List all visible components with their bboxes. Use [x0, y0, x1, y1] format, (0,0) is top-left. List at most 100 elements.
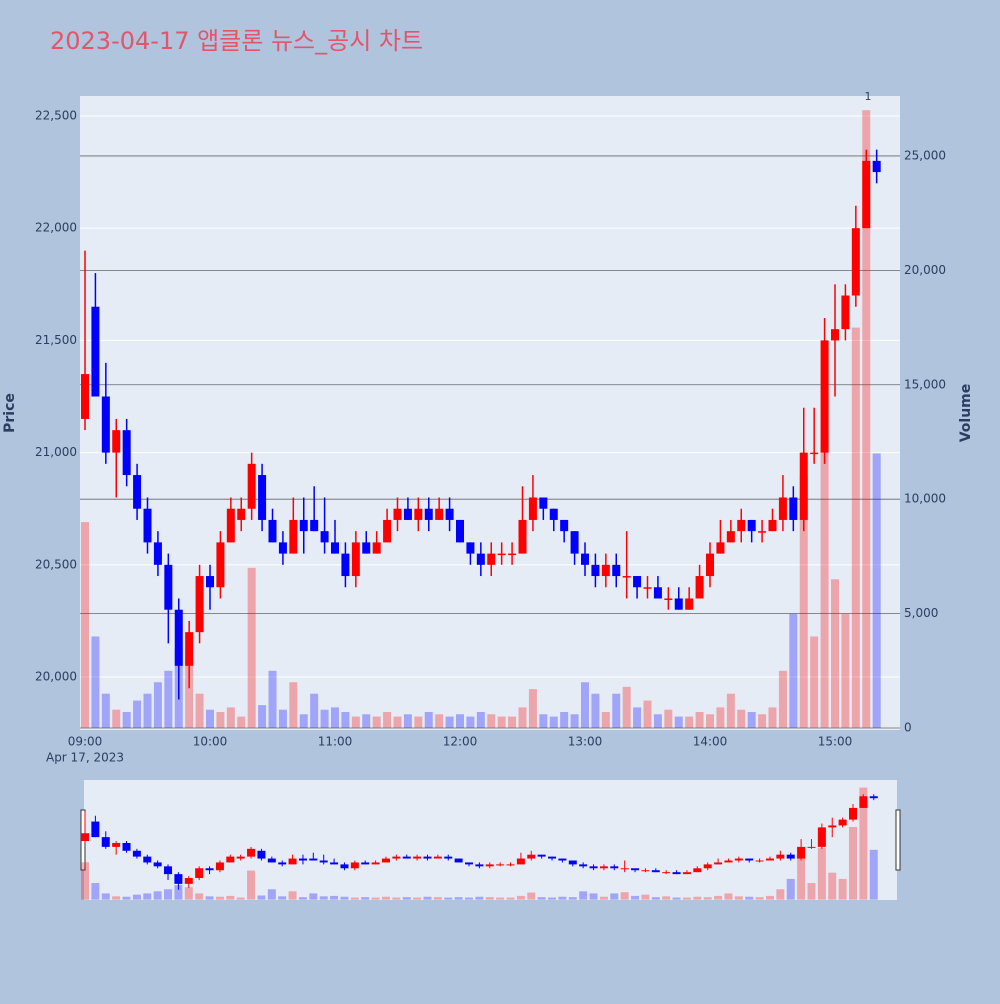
candle-body — [768, 519, 777, 532]
mini-volume-bar — [765, 895, 774, 900]
volume-bar — [726, 693, 735, 729]
volume-bar — [122, 711, 131, 729]
mini-candle-body — [496, 864, 505, 866]
mini-candle-body — [205, 868, 214, 871]
volume-bar — [237, 716, 246, 729]
volume-bar — [549, 716, 558, 729]
candle-body — [497, 553, 506, 556]
range-slider[interactable] — [84, 780, 897, 900]
x-tick-label: 15:00 — [818, 735, 853, 749]
mini-volume-bar — [558, 896, 567, 900]
candle-body — [706, 553, 714, 577]
volume-bar — [320, 709, 329, 729]
candle-body — [435, 508, 444, 520]
mini-candle-body — [298, 858, 307, 861]
mini-candle-body — [693, 868, 702, 873]
candle-body — [476, 553, 485, 565]
mini-candle-body — [672, 872, 681, 875]
candle-body — [268, 519, 277, 543]
mini-candle-body — [101, 837, 110, 847]
candle-body — [206, 576, 214, 588]
mini-candle-body — [838, 819, 847, 826]
candle-body — [570, 531, 579, 554]
mini-volume-bar — [641, 894, 650, 900]
volume-bar — [851, 327, 860, 729]
candle-body — [393, 508, 402, 520]
candle-body — [508, 553, 517, 556]
mini-candle-body — [724, 860, 733, 863]
candle-body — [831, 329, 839, 341]
mini-candle-body — [599, 866, 608, 869]
volume-bar — [528, 689, 537, 729]
mini-candle-body — [620, 868, 629, 870]
mini-volume-bar — [112, 896, 121, 900]
x-tick-label: 11:00 — [318, 735, 353, 749]
volume-bar — [445, 716, 454, 729]
mini-candle-body — [548, 856, 557, 859]
mini-volume-bar — [516, 895, 525, 900]
mini-volume-bar — [309, 893, 318, 900]
mini-volume-bar — [226, 895, 235, 900]
mini-volume-bar — [132, 894, 141, 900]
mini-volume-bar — [392, 897, 401, 900]
mini-volume-bar — [236, 897, 245, 900]
slider-handle[interactable] — [895, 809, 901, 871]
candle-body — [164, 564, 173, 610]
mini-candle-body — [651, 870, 660, 873]
candle-body — [560, 519, 569, 532]
volume-bar — [747, 711, 756, 729]
candle-body — [674, 598, 683, 610]
mini-volume-bar — [599, 896, 608, 900]
volume-bar — [737, 709, 746, 729]
volume-bar — [539, 714, 548, 729]
x-date-label: Apr 17, 2023 — [46, 751, 124, 765]
mini-volume-bar — [205, 896, 214, 900]
mini-volume-bar — [101, 893, 110, 900]
volume-bar — [810, 636, 819, 729]
candle-body — [362, 542, 371, 554]
volume-bar — [403, 714, 412, 729]
mini-volume-bar — [381, 896, 390, 900]
mini-volume-bar — [693, 896, 702, 900]
candle-body — [414, 508, 423, 520]
candle-body — [726, 531, 735, 543]
mini-volume-bar — [174, 885, 183, 900]
mini-volume-bar — [506, 897, 515, 900]
y2-tick-label: 15,000 — [904, 377, 946, 391]
mini-candle-body — [319, 860, 328, 863]
mini-candle-body — [662, 872, 671, 874]
mini-volume-bar — [662, 896, 671, 900]
volume-bar — [456, 714, 464, 729]
mini-volume-bar — [122, 896, 131, 900]
volume-bar — [466, 716, 475, 729]
candle-body — [612, 564, 621, 577]
mini-candle-body — [641, 870, 650, 872]
mini-candle-body — [714, 862, 723, 865]
mini-candle-body — [215, 862, 224, 871]
candle-body — [799, 452, 808, 520]
volume-bar — [101, 693, 110, 729]
mini-volume-bar — [423, 896, 432, 900]
candle-body — [695, 576, 704, 599]
volume-bar — [112, 709, 121, 729]
mini-volume-bar — [734, 896, 743, 900]
volume-bar — [81, 522, 89, 729]
candle-body — [112, 430, 121, 453]
candle-body — [133, 475, 142, 509]
volume-bar — [831, 579, 839, 729]
volume-bar — [664, 709, 673, 729]
mini-candle-body — [91, 821, 100, 838]
mini-candle-body — [195, 868, 204, 879]
mini-volume-bar — [755, 897, 764, 900]
mini-volume-bar — [81, 862, 89, 900]
y2-axis-title: Volume — [958, 384, 974, 443]
mini-volume-bar — [267, 889, 276, 900]
candle-body — [851, 228, 860, 296]
candle-body — [299, 519, 308, 532]
candle-body — [528, 497, 537, 520]
mini-volume-bar — [464, 897, 473, 900]
mini-volume-bar — [838, 878, 847, 900]
mini-candle-body — [174, 874, 183, 884]
volume-bar — [310, 693, 319, 729]
volume-bar — [508, 716, 517, 729]
